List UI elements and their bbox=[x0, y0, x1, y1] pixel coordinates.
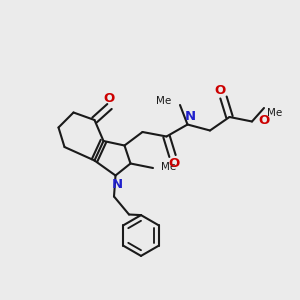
Text: Me: Me bbox=[156, 96, 171, 106]
Text: O: O bbox=[214, 84, 226, 98]
Text: O: O bbox=[104, 92, 115, 106]
Text: N: N bbox=[185, 110, 196, 124]
Text: N: N bbox=[111, 178, 123, 191]
Text: Me: Me bbox=[267, 107, 282, 118]
Text: O: O bbox=[258, 113, 269, 127]
Text: Me: Me bbox=[161, 161, 177, 172]
Text: O: O bbox=[168, 157, 180, 170]
